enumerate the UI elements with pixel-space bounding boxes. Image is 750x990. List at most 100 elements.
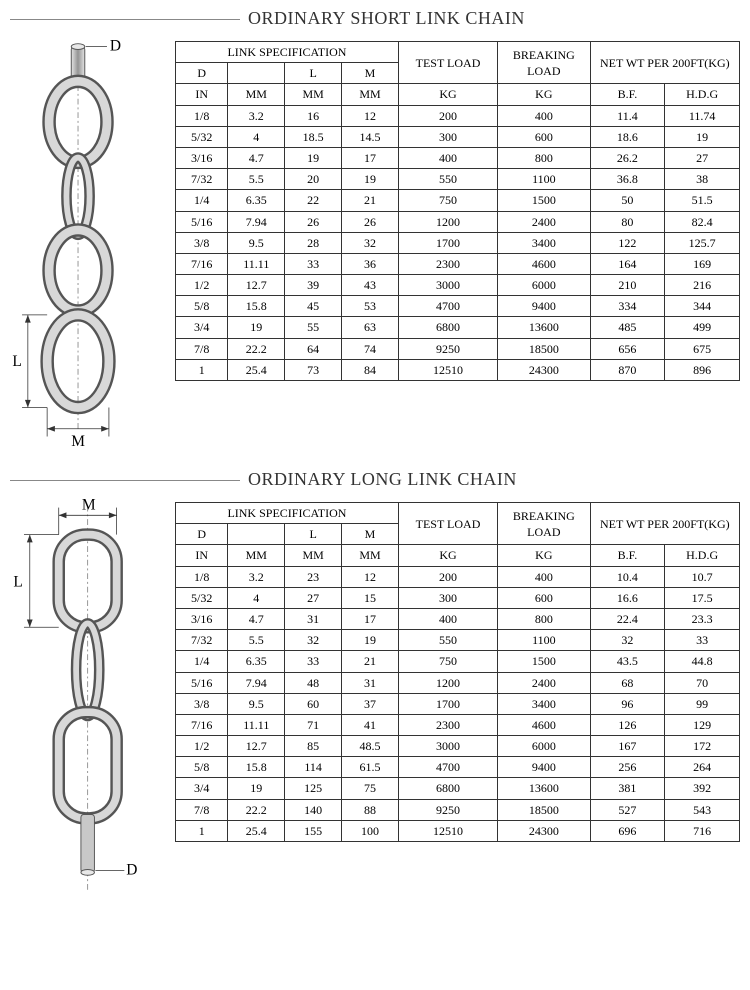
cell: 1100 [498, 630, 591, 651]
cell: 9250 [398, 799, 497, 820]
cell: 36 [342, 253, 399, 274]
cell: 600 [498, 587, 591, 608]
cell: 31 [285, 608, 342, 629]
cell: 9400 [498, 296, 591, 317]
cell: 4.7 [228, 147, 285, 168]
cell: 23.3 [665, 608, 740, 629]
cell: 64 [285, 338, 342, 359]
cell: 4700 [398, 296, 497, 317]
cell: 9250 [398, 338, 497, 359]
cell: 3/4 [176, 778, 228, 799]
cell: 12.7 [228, 736, 285, 757]
cell: 45 [285, 296, 342, 317]
cell: 4600 [498, 253, 591, 274]
cell: 7/16 [176, 714, 228, 735]
cell: 1200 [398, 211, 497, 232]
cell: 24300 [498, 820, 591, 841]
cell: 4600 [498, 714, 591, 735]
cell: 74 [342, 338, 399, 359]
cell: 14.5 [342, 126, 399, 147]
cell: 24300 [498, 359, 591, 380]
cell: 1 [176, 359, 228, 380]
cell: 15 [342, 587, 399, 608]
table-row: 7/1611.11333623004600164169 [176, 253, 740, 274]
cell: 300 [398, 126, 497, 147]
cell: 73 [285, 359, 342, 380]
cell: 27 [285, 587, 342, 608]
cell: 21 [342, 651, 399, 672]
cell: 1 [176, 820, 228, 841]
section-title: ORDINARY LONG LINK CHAIN [248, 469, 517, 490]
cell: 7/8 [176, 338, 228, 359]
cell: 85 [285, 736, 342, 757]
cell: 7/32 [176, 169, 228, 190]
cell: 84 [342, 359, 399, 380]
table-wrap: LINK SPECIFICATIONTEST LOADBREAKING LOAD… [175, 502, 740, 842]
cell: 19 [342, 169, 399, 190]
cell: 527 [590, 799, 665, 820]
cell: 656 [590, 338, 665, 359]
cell: 25.4 [228, 820, 285, 841]
cell: 6.35 [228, 190, 285, 211]
cell: 19 [228, 317, 285, 338]
cell: 1/8 [176, 105, 228, 126]
title-row: ORDINARY SHORT LINK CHAIN [10, 8, 740, 29]
cell: 32 [342, 232, 399, 253]
cell: 100 [342, 820, 399, 841]
cell: 99 [665, 693, 740, 714]
cell: 6800 [398, 317, 497, 338]
cell: 21 [342, 190, 399, 211]
cell: 125 [285, 778, 342, 799]
cell: 61.5 [342, 757, 399, 778]
cell: 7.94 [228, 211, 285, 232]
cell: 18.6 [590, 126, 665, 147]
table-row: 3/4195563680013600485499 [176, 317, 740, 338]
cell: 4700 [398, 757, 497, 778]
cell: 19 [665, 126, 740, 147]
cell: 800 [498, 608, 591, 629]
cell: 15.8 [228, 296, 285, 317]
cell: 43.5 [590, 651, 665, 672]
cell: 2400 [498, 672, 591, 693]
cell: 164 [590, 253, 665, 274]
cell: 300 [398, 587, 497, 608]
cell: 71 [285, 714, 342, 735]
unit-kg: KG [398, 545, 497, 566]
cell: 1/2 [176, 275, 228, 296]
cell: 19 [342, 630, 399, 651]
hdr-l: L [285, 63, 342, 84]
cell: 6000 [498, 736, 591, 757]
hdr-link-spec: LINK SPECIFICATION [176, 42, 399, 63]
diagram: D L M [10, 35, 175, 455]
cell: 9.5 [228, 232, 285, 253]
cell: 400 [498, 105, 591, 126]
cell: 3/8 [176, 693, 228, 714]
cell: 53 [342, 296, 399, 317]
cell: 13600 [498, 778, 591, 799]
cell: 675 [665, 338, 740, 359]
cell: 3/16 [176, 608, 228, 629]
chain-diagram-short: D L M [10, 35, 175, 450]
section-title: ORDINARY SHORT LINK CHAIN [248, 8, 525, 29]
cell: 1500 [498, 190, 591, 211]
cell: 22 [285, 190, 342, 211]
cell: 4 [228, 587, 285, 608]
cell: 3000 [398, 275, 497, 296]
cell: 200 [398, 105, 497, 126]
cell: 12510 [398, 820, 497, 841]
unit-in: IN [176, 545, 228, 566]
cell: 600 [498, 126, 591, 147]
cell: 51.5 [665, 190, 740, 211]
unit-mm: MM [285, 545, 342, 566]
cell: 37 [342, 693, 399, 714]
unit-mm: MM [342, 545, 399, 566]
spec-table: LINK SPECIFICATIONTEST LOADBREAKING LOAD… [175, 41, 740, 381]
cell: 172 [665, 736, 740, 757]
table-row: 7/325.52019550110036.838 [176, 169, 740, 190]
cell: 1100 [498, 169, 591, 190]
cell: 68 [590, 672, 665, 693]
hdr-bf: B.F. [590, 545, 665, 566]
cell: 126 [590, 714, 665, 735]
cell: 167 [590, 736, 665, 757]
hdr-d: D [176, 63, 228, 84]
